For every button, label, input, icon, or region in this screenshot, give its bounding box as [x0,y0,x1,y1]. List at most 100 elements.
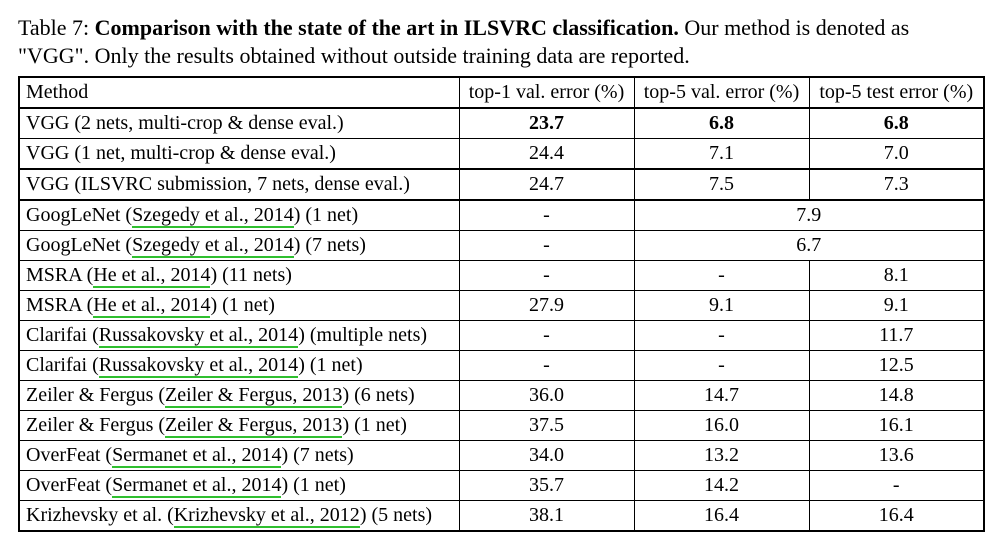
table-row: Clarifai (Russakovsky et al., 2014) (1 n… [19,351,984,381]
table-row: OverFeat (Sermanet et al., 2014) (7 nets… [19,441,984,471]
table-row: GoogLeNet (Szegedy et al., 2014) (1 net)… [19,200,984,231]
citation-link[interactable]: He et al., 2014 [93,264,210,288]
top5val-cell: 6.8 [634,108,809,139]
method-text: Clarifai ( [26,324,99,346]
col-top5test: top-5 test error (%) [809,77,984,108]
results-table: Method top-1 val. error (%) top-5 val. e… [18,76,985,532]
method-text: ) (6 nets) [342,384,414,406]
citation-link[interactable]: Sermanet et al., 2014 [112,474,281,498]
method-cell: Clarifai (Russakovsky et al., 2014) (mul… [19,321,459,351]
top5val-cell: 7.5 [634,169,809,200]
method-cell: Clarifai (Russakovsky et al., 2014) (1 n… [19,351,459,381]
top5test-cell: 16.1 [809,411,984,441]
table-header-row: Method top-1 val. error (%) top-5 val. e… [19,77,984,108]
col-method: Method [19,77,459,108]
top5-span-cell: 7.9 [634,200,984,231]
method-text: Krizhevsky et al. ( [26,504,174,526]
method-text: Zeiler & Fergus ( [26,384,165,406]
top1val-cell: 24.4 [459,139,634,170]
citation-link[interactable]: Zeiler & Fergus, 2013 [165,384,342,408]
method-cell: Zeiler & Fergus (Zeiler & Fergus, 2013) … [19,381,459,411]
method-text: ) (1 net) [298,354,362,376]
table-row: Clarifai (Russakovsky et al., 2014) (mul… [19,321,984,351]
method-text: GoogLeNet ( [26,204,132,226]
top1val-cell: 27.9 [459,291,634,321]
top5test-cell: 14.8 [809,381,984,411]
method-cell: GoogLeNet (Szegedy et al., 2014) (1 net) [19,200,459,231]
method-text: ) (1 net) [210,294,274,316]
method-text: ) (multiple nets) [298,324,427,346]
top5val-cell: 7.1 [634,139,809,170]
method-text: MSRA ( [26,264,93,286]
method-cell: OverFeat (Sermanet et al., 2014) (7 nets… [19,441,459,471]
top5test-cell: 7.3 [809,169,984,200]
citation-link[interactable]: Russakovsky et al., 2014 [99,324,298,348]
table-row: GoogLeNet (Szegedy et al., 2014) (7 nets… [19,231,984,261]
method-cell: OverFeat (Sermanet et al., 2014) (1 net) [19,471,459,501]
citation-link[interactable]: He et al., 2014 [93,294,210,318]
top5val-cell: 14.2 [634,471,809,501]
citation-link[interactable]: Szegedy et al., 2014 [132,234,294,258]
method-cell: Krizhevsky et al. (Krizhevsky et al., 20… [19,501,459,532]
table-row: Zeiler & Fergus (Zeiler & Fergus, 2013) … [19,411,984,441]
method-text: Zeiler & Fergus ( [26,414,165,436]
top1val-cell: - [459,231,634,261]
top1val-cell: 35.7 [459,471,634,501]
top1val-cell: 36.0 [459,381,634,411]
top5-span-cell: 6.7 [634,231,984,261]
top1val-cell: - [459,351,634,381]
top1val-cell: 24.7 [459,169,634,200]
method-text: MSRA ( [26,294,93,316]
top5val-cell: 9.1 [634,291,809,321]
top5val-cell: - [634,261,809,291]
top5test-cell: 16.4 [809,501,984,532]
top5test-cell: 11.7 [809,321,984,351]
table-row: OverFeat (Sermanet et al., 2014) (1 net)… [19,471,984,501]
method-cell: VGG (1 net, multi-crop & dense eval.) [19,139,459,170]
table-row: MSRA (He et al., 2014) (1 net)27.99.19.1 [19,291,984,321]
top5test-cell: 7.0 [809,139,984,170]
top1val-cell: 37.5 [459,411,634,441]
top5val-cell: 16.4 [634,501,809,532]
top1val-cell: 34.0 [459,441,634,471]
top1val-cell: - [459,261,634,291]
method-cell: MSRA (He et al., 2014) (11 nets) [19,261,459,291]
method-text: ) (1 net) [294,204,358,226]
citation-link[interactable]: Zeiler & Fergus, 2013 [165,414,342,438]
top5val-cell: 16.0 [634,411,809,441]
table-caption: Table 7: Comparison with the state of th… [18,14,981,70]
method-cell: VGG (ILSVRC submission, 7 nets, dense ev… [19,169,459,200]
top1val-cell: 23.7 [459,108,634,139]
top1val-cell: - [459,200,634,231]
table-label: Table 7: [18,15,89,40]
method-text: ) (7 nets) [281,444,353,466]
col-top5val: top-5 val. error (%) [634,77,809,108]
top5val-cell: - [634,351,809,381]
top1val-cell: - [459,321,634,351]
table-title: Comparison with the state of the art in … [95,15,679,40]
citation-link[interactable]: Sermanet et al., 2014 [112,444,281,468]
method-text: ) (1 net) [342,414,406,436]
top5test-cell: 12.5 [809,351,984,381]
citation-link[interactable]: Russakovsky et al., 2014 [99,354,298,378]
method-cell: Zeiler & Fergus (Zeiler & Fergus, 2013) … [19,411,459,441]
table-row: MSRA (He et al., 2014) (11 nets)--8.1 [19,261,984,291]
method-text: ) (1 net) [281,474,345,496]
col-top1val: top-1 val. error (%) [459,77,634,108]
method-text: GoogLeNet ( [26,234,132,256]
method-text: OverFeat ( [26,474,112,496]
table-row: Zeiler & Fergus (Zeiler & Fergus, 2013) … [19,381,984,411]
citation-link[interactable]: Szegedy et al., 2014 [132,204,294,228]
method-text: Clarifai ( [26,354,99,376]
top5test-cell: - [809,471,984,501]
table-row: Krizhevsky et al. (Krizhevsky et al., 20… [19,501,984,532]
table-row: VGG (2 nets, multi-crop & dense eval.)23… [19,108,984,139]
method-cell: GoogLeNet (Szegedy et al., 2014) (7 nets… [19,231,459,261]
top5val-cell: 14.7 [634,381,809,411]
method-cell: MSRA (He et al., 2014) (1 net) [19,291,459,321]
citation-link[interactable]: Krizhevsky et al., 2012 [174,504,360,528]
table-row: VGG (ILSVRC submission, 7 nets, dense ev… [19,169,984,200]
method-text: OverFeat ( [26,444,112,466]
method-text: ) (11 nets) [210,264,291,286]
method-text: ) (5 nets) [360,504,432,526]
